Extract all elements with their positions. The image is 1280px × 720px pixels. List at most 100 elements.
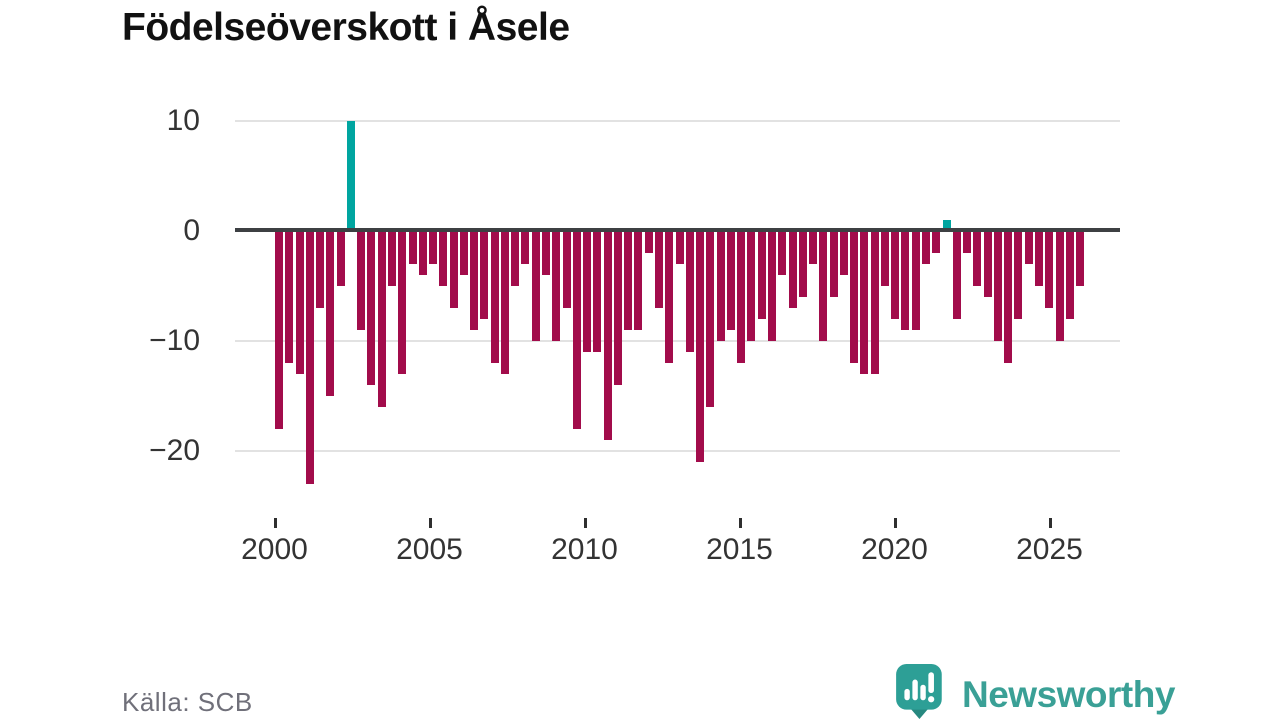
y-axis-label: 10 [166,104,200,137]
newsworthy-logo-text: Newsworthy [962,673,1175,715]
bar [1004,231,1013,363]
bar [521,231,530,264]
bar [850,231,859,363]
bar [706,231,715,407]
y-axis-label: −10 [149,324,200,357]
bar [922,231,930,264]
x-axis-label: 2010 [551,533,618,566]
bar [408,231,417,264]
x-axis-label: 2005 [396,533,463,566]
bar [644,231,653,253]
x-axis-tick [428,518,432,528]
bar [377,231,386,407]
bar [973,231,982,286]
bar [490,231,499,363]
bar [716,231,725,341]
bar [778,231,787,275]
bar [429,231,438,264]
bar [809,231,818,264]
gridline [235,450,1120,452]
bar [295,231,304,374]
source-note: Källa: SCB [122,687,253,717]
bar [747,231,756,341]
gridline [235,120,1120,122]
x-axis-tick [273,518,277,528]
zero-axis-line [235,228,1120,232]
bar [511,231,520,286]
bar [418,231,427,275]
bar [737,231,746,363]
x-axis-tick [583,518,587,528]
bar [757,231,766,319]
bar [675,231,684,264]
bar [1065,231,1074,319]
bar [1045,231,1054,308]
bar [316,231,325,308]
bar [860,231,869,374]
bar [387,231,396,286]
bar [1024,231,1033,264]
bar [891,231,900,319]
bar [572,231,581,429]
bar [1055,231,1064,341]
bar [880,231,889,286]
bar [531,231,540,341]
x-axis-label: 2000 [241,533,308,566]
bar [788,231,797,308]
bar [603,231,612,440]
bar [542,231,551,275]
bar [480,231,489,319]
bar [1034,231,1043,286]
bar [583,231,592,352]
bar [346,121,355,231]
bar [829,231,838,297]
bar [459,231,468,275]
bar [336,231,345,286]
x-axis-label: 2020 [861,533,928,566]
bar [839,231,848,275]
bar [911,231,920,330]
bar [613,231,622,385]
y-axis-label: −20 [149,434,200,467]
bar [449,231,458,308]
bar [983,231,992,297]
bar [685,231,694,352]
x-axis-tick [893,518,897,528]
bar [275,231,283,429]
bar [305,231,314,484]
bar [1076,231,1085,286]
bar [367,231,376,385]
bar [398,231,407,374]
bar [439,231,448,286]
bar [654,231,663,308]
bar [593,231,602,352]
bar [665,231,674,363]
bar [634,231,643,330]
bar [500,231,509,374]
bar [696,231,705,462]
bar [901,231,910,330]
bar [726,231,735,330]
bar [285,231,294,363]
bar [819,231,828,341]
gridline [235,340,1120,342]
bar [942,220,951,231]
bar [963,231,972,253]
bar [932,231,941,253]
chart-title: Födelseöverskott i Åsele [122,6,570,49]
bar [993,231,1002,341]
x-axis-tick [1048,518,1052,528]
bar [326,231,335,396]
x-axis-label: 2015 [706,533,773,566]
newsworthy-logo: Newsworthy [896,664,1175,720]
bar [357,231,366,330]
bar [952,231,961,319]
x-axis-label: 2025 [1016,533,1083,566]
bar [798,231,807,297]
bar [767,231,776,341]
bar [470,231,479,330]
bar [552,231,561,341]
bar [562,231,571,308]
